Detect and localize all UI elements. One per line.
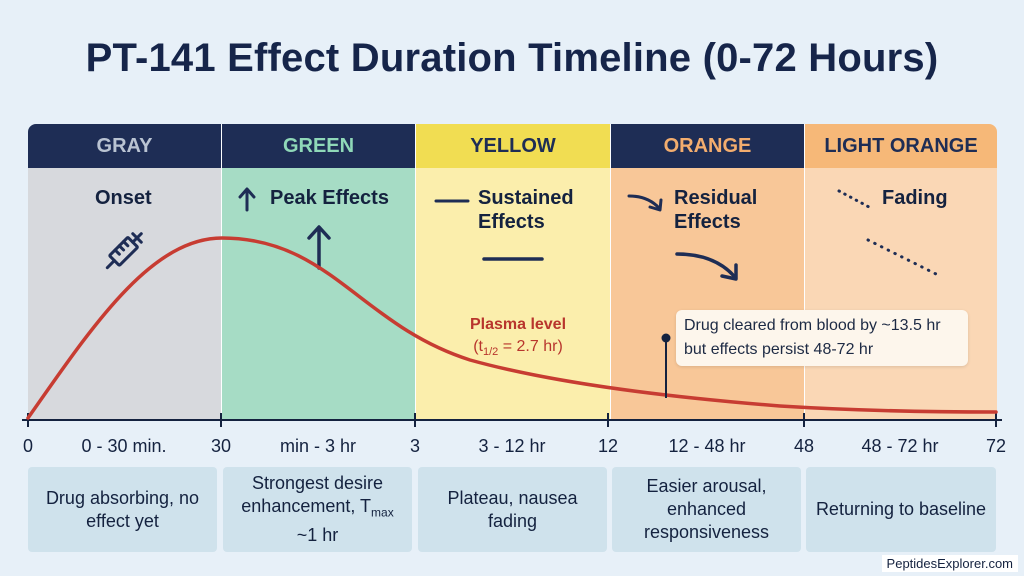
phase-peak: GREEN	[222, 124, 415, 420]
axis-tick-label: 48	[793, 436, 815, 456]
dotted-line-icon	[837, 189, 871, 209]
axis-tick-label: 72	[985, 436, 1007, 456]
phase-divider	[415, 124, 416, 420]
stage-label-sustained: Sustained Effects	[478, 187, 574, 233]
plasma-level-title: Plasma level	[469, 316, 567, 333]
axis-tick-label: 12	[597, 436, 619, 456]
phase-divider	[804, 124, 805, 420]
description-onset: Drug absorbing, no effect yet	[28, 467, 217, 552]
description-peak: Strongest desire enhancement, Tmax ~1 hr	[223, 467, 412, 552]
range-label-sustained: 3 - 12 hr	[478, 436, 546, 456]
description-fading: Returning to baseline	[806, 467, 996, 552]
page-title: PT-141 Effect Duration Timeline (0-72 Ho…	[85, 36, 939, 80]
phase-header-green: GREEN	[222, 124, 415, 168]
phase-sustained: YELLOW	[416, 124, 610, 420]
phase-header-gray: GRAY	[28, 124, 221, 168]
range-label-peak: min - 3 hr	[279, 436, 357, 456]
stage-label-peak: Peak Effects	[270, 187, 389, 209]
dash-icon	[434, 199, 470, 203]
range-label-fading: 48 - 72 hr	[861, 436, 939, 456]
description-residual: Easier arousal, enhanced responsiveness	[612, 467, 801, 552]
axis-tick-label: 3	[409, 436, 421, 456]
phase-header-yellow: YELLOW	[416, 124, 610, 168]
arrow-up-icon	[307, 225, 331, 270]
range-label-onset: 0 - 30 min.	[81, 436, 167, 456]
clearance-callout: Drug cleared from blood by ~13.5 hr but …	[676, 310, 968, 366]
stage-label-fading: Fading	[882, 187, 948, 209]
stage-label-onset: Onset	[95, 187, 152, 209]
dotted-line-icon	[866, 238, 938, 276]
dash-icon	[482, 257, 544, 261]
axis-tick-label: 0	[22, 436, 34, 456]
half-life-label: (t1/2 = 2.7 hr)	[473, 338, 563, 359]
stage-label-residual: Residual Effects	[674, 187, 758, 233]
curved-arrow-icon	[675, 252, 738, 281]
site-watermark: PeptidesExplorer.com	[881, 555, 1018, 572]
phase-header-orange: ORANGE	[611, 124, 804, 168]
syringe-icon	[105, 232, 143, 270]
timeline-board: GRAY GREEN YELLOW ORANGE LIGHT ORANGE	[28, 124, 997, 420]
axis-tick-label: 30	[210, 436, 232, 456]
phase-divider	[610, 124, 611, 420]
plasma-level-label: Plasma level (t1/2 = 2.7 hr)	[448, 314, 588, 363]
range-label-residual: 12 - 48 hr	[668, 436, 746, 456]
description-sustained: Plateau, nausea fading	[418, 467, 607, 552]
phase-header-light-orange: LIGHT ORANGE	[805, 124, 997, 168]
curved-arrow-icon	[627, 194, 663, 212]
phase-divider	[221, 124, 222, 420]
arrow-up-icon	[238, 187, 256, 212]
